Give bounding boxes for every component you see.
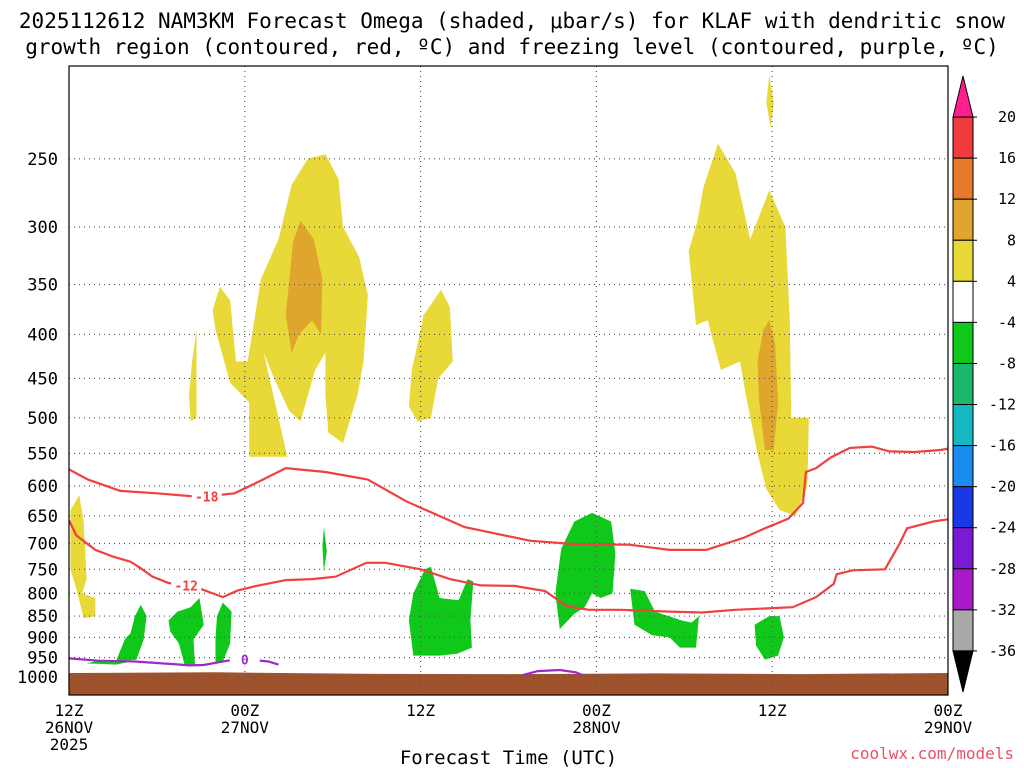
contour-label: -18 (195, 490, 219, 505)
colorbar-swatch (952, 568, 974, 611)
x-axis-title: Forecast Time (UTC) (400, 747, 617, 768)
y-tick-label: 900 (27, 628, 58, 648)
y-tick-label: 350 (27, 276, 58, 296)
title-line-1: 2025112612 NAM3KM Forecast Omega (shaded… (18, 9, 1006, 33)
y-tick-label: 250 (27, 150, 58, 170)
colorbar-label: -8 (998, 354, 1016, 372)
contour-label-bg (171, 577, 202, 593)
omega-shade-4to8 (189, 329, 197, 422)
omega-shade--4to-8 (168, 598, 204, 666)
omega-shade--4to-8 (408, 566, 474, 656)
y-tick-label: 800 (27, 584, 58, 604)
colorbar-label: 20 (998, 108, 1016, 126)
x-tick-label: 00Z (934, 701, 963, 720)
omega-shade-4to8 (408, 289, 453, 422)
x-tick-label: 12Z (406, 701, 435, 720)
y-tick-label: 600 (27, 477, 58, 497)
colorbar-label: -32 (989, 601, 1016, 619)
colorbar-label: -24 (989, 519, 1016, 537)
y-tick-label: 450 (27, 369, 58, 389)
colorbar-swatch (952, 362, 974, 406)
colorbar-label: -20 (989, 478, 1016, 496)
colorbar-label: 12 (998, 190, 1016, 208)
colorbar-label: 16 (998, 149, 1016, 167)
plot-area: -18 -12 0 (69, 66, 948, 695)
omega-shade--4to-8 (115, 604, 147, 662)
omega-shade-4to8 (766, 75, 774, 128)
x-tick-label: 27NOV (221, 718, 270, 737)
x-tick-label: 28NOV (572, 718, 621, 737)
contour-label-bg (191, 488, 222, 504)
contour-label: -12 (174, 579, 197, 594)
x-tick-label: 12Z (758, 701, 787, 720)
colorbar-swatch (952, 609, 974, 652)
colorbar-swatch (952, 280, 974, 323)
y-tick-label: 1000 (17, 668, 58, 688)
credit-link[interactable]: coolwx.com/models (850, 744, 1014, 763)
plot-frame (68, 65, 949, 696)
contour-label-bg (229, 651, 260, 667)
omega-shade--4to-8 (322, 527, 327, 572)
omega-shade--4to-8 (215, 602, 232, 662)
colorbar-label: -4 (998, 313, 1016, 331)
colorbar-swatch (952, 404, 974, 447)
colorbar-arrow-top (952, 75, 974, 118)
x-tick-label: 26NOV (45, 718, 94, 737)
colorbar-swatch (952, 445, 974, 488)
y-tick-label: 950 (27, 649, 58, 669)
y-tick-label: 700 (27, 535, 58, 555)
colorbar-label: -36 (989, 642, 1016, 660)
omega-shade-4to8 (70, 495, 96, 619)
colorbar-label: -12 (989, 396, 1016, 414)
colorbar-label: -28 (989, 560, 1016, 578)
y-tick-label: 550 (27, 444, 58, 464)
grid (69, 66, 948, 695)
y-tick-label: 400 (27, 325, 58, 345)
colorbar-swatch (952, 239, 974, 282)
contour-temperature--12 (69, 518, 948, 614)
colorbar-swatch (952, 321, 974, 364)
title-line-2: growth region (contoured, red, ºC) and f… (25, 35, 999, 59)
colorbar: 20 16 12 8 4 -4 -8 -12 -16 -20 -24 -28 -32 -36 (952, 75, 1016, 693)
x-tick-label: 29NOV (924, 718, 973, 737)
x-tick-label: 00Z (582, 701, 611, 720)
x-tick-label: 12Z (55, 701, 84, 720)
contour-freezing-level-0 (522, 668, 583, 676)
colorbar-label: -16 (989, 437, 1016, 455)
y-tick-label: 500 (27, 409, 58, 429)
x-tick-label: 2025 (50, 735, 89, 754)
omega-shade--4to-8 (630, 588, 699, 648)
colorbar-swatch (952, 527, 974, 570)
contour-temperature--18 (69, 445, 948, 551)
colorbar-label: 4 (1007, 272, 1016, 290)
colorbar-swatch (952, 486, 974, 529)
y-tick-label: 650 (27, 507, 58, 527)
x-tick-label: 00Z (230, 701, 259, 720)
colorbar-arrow-bottom (952, 650, 974, 693)
omega-shade-8to12 (757, 320, 779, 450)
omega-shade--4to-8 (555, 512, 616, 629)
colorbar-swatch (952, 116, 974, 159)
colorbar-swatch (952, 157, 974, 200)
colorbar-label: 8 (1007, 231, 1016, 249)
omega-shade-8to12 (285, 220, 323, 353)
ground-surface (69, 672, 948, 695)
colorbar-swatch (952, 198, 974, 241)
omega-shade-4to8 (688, 143, 809, 516)
chart-title: 2025112612 NAM3KM Forecast Omega (shaded… (0, 8, 1024, 60)
y-tick-label: 750 (27, 560, 58, 580)
contour-label: 0 (241, 654, 249, 669)
y-tick-label: 300 (27, 218, 58, 238)
y-tick-label: 850 (27, 607, 58, 627)
